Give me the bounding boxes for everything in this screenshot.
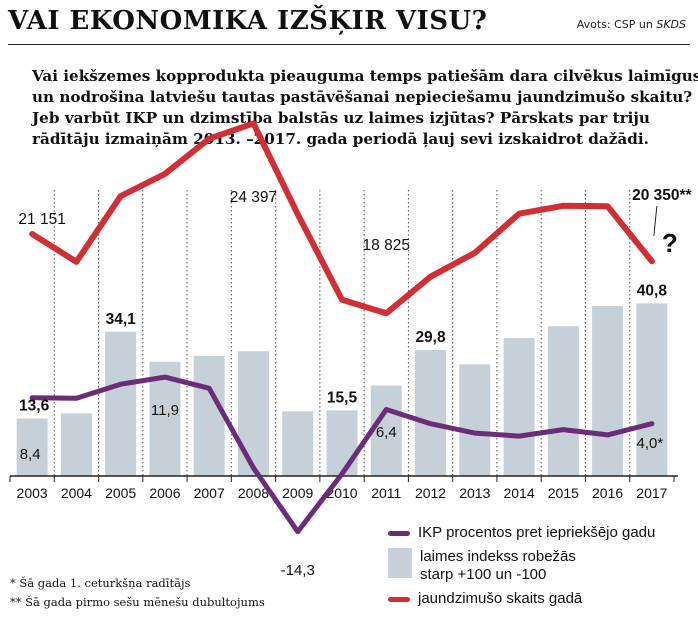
births-data-label: 18 825 xyxy=(363,237,410,254)
births-line xyxy=(29,120,655,317)
happiness-bar xyxy=(370,385,402,476)
happiness-bar xyxy=(193,355,225,476)
x-tick-label: 2015 xyxy=(548,485,579,501)
x-tick-label: 2004 xyxy=(61,485,92,501)
x-tick-label: 2013 xyxy=(459,485,490,501)
happiness-bar xyxy=(592,305,624,476)
legend-swatch-births xyxy=(388,597,410,602)
x-tick-label: 2009 xyxy=(282,485,313,501)
happiness-bar xyxy=(503,338,535,476)
x-tick-label: 2012 xyxy=(415,485,446,501)
happiness-bar xyxy=(105,331,137,476)
x-tick-label: 2007 xyxy=(194,485,225,501)
footnote-2: ** Šā gada pirmo sešu mēnešu dubultojums xyxy=(10,595,265,609)
happiness-bar xyxy=(459,364,491,476)
intro-text: Vai iekšzemes kopprodukta pieauguma temp… xyxy=(32,66,698,150)
happiness-bar xyxy=(636,303,668,476)
happiness-data-label: 40,8 xyxy=(637,282,668,299)
source-credit: Avots: CSP un SKDS xyxy=(577,18,686,31)
legend-label-happiness-line2: starp +100 un -100 xyxy=(420,566,547,583)
question-mark: ? xyxy=(662,228,678,258)
intro-line: Jeb varbūt IKP un dzimstība balstās uz l… xyxy=(32,109,650,127)
source-name: SKDS xyxy=(656,18,686,31)
happiness-data-label: 15,5 xyxy=(327,389,358,406)
births-pointer-line xyxy=(653,205,658,237)
happiness-bar xyxy=(282,411,314,476)
legend-label-happiness: laimes indekss robežās starp +100 un -10… xyxy=(420,548,576,584)
legend-swatch-gdp xyxy=(388,531,410,536)
gdp-data-label: -14,3 xyxy=(281,562,315,579)
title-divider xyxy=(8,44,690,45)
happiness-data-label: 13,6 xyxy=(19,397,50,414)
x-tick-label: 2005 xyxy=(105,485,136,501)
gdp-data-label: 8,4 xyxy=(20,446,41,463)
x-tick-label: 2016 xyxy=(592,485,623,501)
x-tick-label: 2003 xyxy=(17,485,48,501)
footnote-1: * Šā gada 1. ceturkšņa radītājs xyxy=(10,576,191,590)
happiness-data-label: 34,1 xyxy=(106,311,137,328)
x-tick-label: 2011 xyxy=(371,485,401,501)
legend-label-happiness-line1: laimes indekss robežās xyxy=(420,548,576,565)
legend-item-gdp: IKP procentos pret iepriekšējo gadu xyxy=(388,524,655,542)
gdp-line xyxy=(29,374,655,535)
x-tick-label: 2017 xyxy=(636,485,667,501)
footnotes: * Šā gada 1. ceturkšņa radītājs ** Šā ga… xyxy=(10,574,265,612)
happiness-bar xyxy=(237,351,269,476)
x-tick-label: 2008 xyxy=(238,485,269,501)
gdp-data-label: 11,9 xyxy=(151,402,179,419)
happiness-data-label: 29,8 xyxy=(415,329,446,346)
legend-label-births: jaundzimušo skaits gadā xyxy=(418,590,583,607)
x-tick-label: 2010 xyxy=(326,485,357,501)
page-title: VAI EKONOMIKA IZŠĶIR VISU? xyxy=(8,6,488,36)
intro-line: Vai iekšzemes kopprodukta pieauguma temp… xyxy=(32,67,698,85)
intro-line: rādītāju izmaiņām 2013. –2017. gada peri… xyxy=(32,130,649,148)
x-tick-label: 2006 xyxy=(149,485,180,501)
happiness-bar xyxy=(415,349,447,476)
happiness-bar xyxy=(547,326,579,476)
happiness-bar xyxy=(326,410,358,476)
legend-item-happiness: laimes indekss robežās starp +100 un -10… xyxy=(388,548,576,584)
legend-item-births: jaundzimušo skaits gadā xyxy=(388,590,582,608)
happiness-bar xyxy=(60,413,92,476)
gdp-data-label: 6,4 xyxy=(376,424,397,441)
births-data-label: 24 397 xyxy=(230,189,277,206)
gdp-data-label: 4,0* xyxy=(637,435,664,452)
births-data-label: 21 151 xyxy=(18,211,65,228)
births-data-label: 20 350** xyxy=(632,187,692,204)
x-tick-label: 2014 xyxy=(503,485,534,501)
happiness-bar xyxy=(16,418,48,476)
legend-label-gdp: IKP procentos pret iepriekšējo gadu xyxy=(418,524,656,541)
legend-swatch-happiness xyxy=(388,548,412,578)
source-prefix: Avots: CSP un xyxy=(576,18,657,31)
intro-line: un nodrošina latviešu tautas pastāvēšana… xyxy=(32,88,693,106)
